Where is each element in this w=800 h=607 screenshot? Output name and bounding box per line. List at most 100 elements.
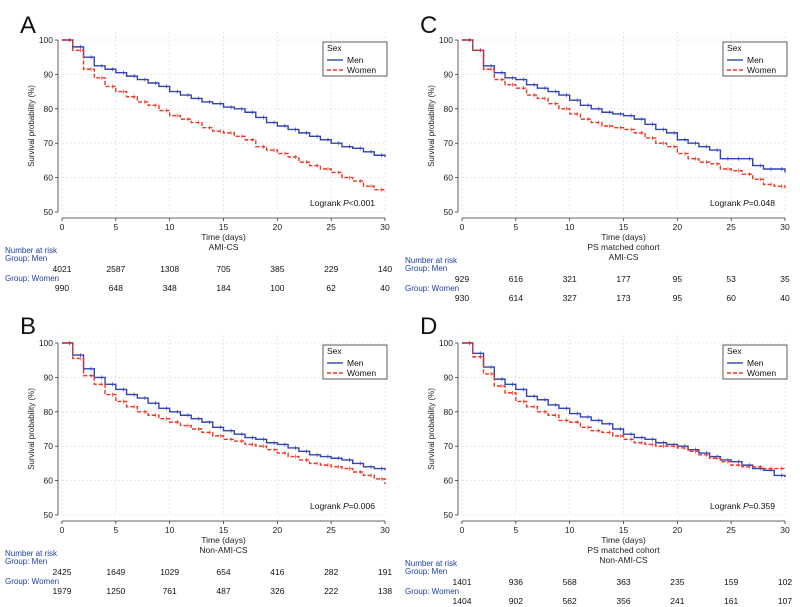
x-tick-label: 0 [460,222,465,232]
y-axis-label: Survival probability (%) [27,388,36,470]
risk-count-men: 53 [726,274,736,284]
panel-letter: A [20,12,37,39]
panel-letter: B [20,313,37,340]
risk-count-men: 936 [508,577,523,587]
y-tick-label: 100 [39,338,53,348]
x-tick-label: 30 [780,222,790,232]
y-tick-label: 100 [39,35,53,45]
panel-b: 50 60 70 80 90 100 0 5 10 15 20 25 30 Survival probab… [0,303,400,606]
x-tick-label: 25 [726,525,736,535]
risk-count-women: 902 [508,596,523,606]
y-tick-label: 60 [44,173,54,183]
y-tick-label: 90 [444,69,454,79]
legend-label-men: Men [747,358,764,368]
km-chart-b: 50 60 70 80 90 100 0 5 10 15 20 25 30 Survival probab… [27,335,390,555]
series-line-men [462,39,786,173]
risk-count-men: 1308 [160,264,180,274]
risk-group-men-label: Group: Men [5,254,48,263]
risk-count-men: 282 [324,567,339,577]
risk-count-women: 138 [377,586,393,596]
risk-count-men: 385 [270,264,285,274]
risk-count-women: 241 [670,596,685,606]
risk-count-men: 4021 [52,264,72,274]
y-tick-label: 80 [444,104,454,114]
risk-count-women: 222 [324,586,339,596]
y-axis-label: Survival probability (%) [27,85,36,167]
x-tick-label: 20 [673,525,683,535]
risk-count-women: 562 [562,596,577,606]
risk-count-men: 2425 [52,567,72,577]
x-tick-label: 10 [565,525,575,535]
y-axis-label: Survival probability (%) [427,388,436,470]
risk-count-men: 229 [324,264,339,274]
chart-subtitle: Non-AMI-CS [599,555,648,565]
series-line-women [62,342,386,485]
risk-group-women-label: Group: Women [405,587,460,596]
legend-label-women: Women [347,368,376,378]
chart-title: AMI-CS [209,242,239,252]
x-tick-label: 5 [113,222,118,232]
x-axis-label: Time (days) [201,232,246,242]
x-tick-label: 15 [619,525,629,535]
y-tick-label: 70 [44,138,54,148]
chart-title: PS matched cohort [587,242,660,252]
y-tick-label: 60 [44,476,54,486]
risk-count-men: 654 [216,567,231,577]
risk-count-women: 327 [562,293,577,303]
y-axis-label: Survival probability (%) [427,85,436,167]
y-tick-label: 80 [444,407,454,417]
risk-count-women: 95 [672,293,683,303]
series-line-men [62,39,386,157]
risk-group-men-label: Group: Men [5,557,48,566]
risk-count-women: 60 [726,293,736,303]
panel-a: 50 60 70 80 90 100 0 5 10 15 20 25 30 Survival probab… [0,0,400,303]
x-tick-label: 0 [460,525,465,535]
risk-count-men: 95 [672,274,683,284]
x-tick-label: 5 [513,525,518,535]
chart-title: Non-AMI-CS [199,545,248,555]
x-tick-label: 25 [326,222,336,232]
risk-count-women: 100 [270,283,285,293]
x-tick-label: 20 [273,222,283,232]
y-tick-label: 90 [44,69,54,79]
risk-count-men: 102 [777,577,793,587]
y-tick-label: 50 [44,510,54,520]
y-tick-label: 50 [444,510,454,520]
legend-title: Sex [327,43,342,53]
x-tick-label: 0 [60,525,65,535]
risk-count-men: 2587 [106,264,126,274]
y-tick-label: 80 [44,104,54,114]
risk-count-women: 761 [162,586,177,596]
x-tick-label: 15 [219,525,229,535]
risk-count-women: 356 [616,596,631,606]
risk-count-men: 140 [377,264,393,274]
risk-count-women: 40 [380,283,390,293]
km-chart-c: 50 60 70 80 90 100 0 5 10 15 20 25 30 Survival probab… [427,32,790,262]
risk-table-title: Number at risk [405,559,458,568]
x-tick-label: 5 [113,525,118,535]
x-tick-label: 25 [726,222,736,232]
logrank-annotation: Logrank P=0.359 [710,501,775,511]
x-tick-label: 30 [780,525,790,535]
y-tick-label: 50 [444,207,454,217]
km-chart-a: 50 60 70 80 90 100 0 5 10 15 20 25 30 Survival probab… [27,32,390,252]
risk-count-women: 161 [724,596,739,606]
risk-table-title: Number at risk [5,246,58,255]
risk-count-men: 321 [562,274,577,284]
risk-count-women: 614 [508,293,523,303]
x-tick-label: 15 [219,222,229,232]
risk-count-men: 1029 [160,567,180,577]
risk-group-women-label: Group: Women [405,284,460,293]
x-tick-label: 15 [619,222,629,232]
y-tick-label: 90 [44,372,54,382]
y-tick-label: 60 [444,476,454,486]
risk-count-men: 416 [270,567,285,577]
legend-label-women: Women [347,65,376,75]
y-tick-label: 70 [444,138,454,148]
x-tick-label: 10 [165,525,175,535]
risk-table-title: Number at risk [405,256,458,265]
legend-label-men: Men [747,55,764,65]
y-tick-label: 60 [444,173,454,183]
km-chart-d: 50 60 70 80 90 100 0 5 10 15 20 25 30 Survival probab… [427,335,790,565]
chart-title: PS matched cohort [587,545,660,555]
